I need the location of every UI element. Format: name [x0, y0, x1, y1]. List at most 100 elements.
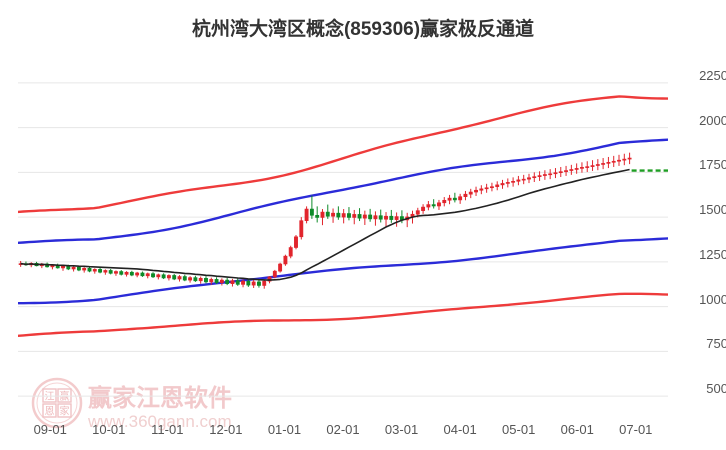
candlestick [272, 269, 277, 279]
candlestick [145, 272, 150, 279]
candlestick [405, 212, 410, 228]
candlestick [320, 209, 325, 226]
candlestick [437, 199, 441, 210]
x-axis-tick-label: 09-01 [33, 422, 67, 437]
page-title: 杭州湾大湾区概念(859306)赢家极反通道 [191, 19, 535, 40]
y-axis-tick-label: 2250 [699, 67, 726, 83]
y-axis-tick-label: 1750 [699, 157, 726, 173]
candlestick [601, 158, 606, 170]
candlestick [98, 267, 103, 274]
candlestick [564, 165, 569, 176]
candlestick [357, 208, 362, 222]
candlestick [71, 266, 76, 272]
candlestick [532, 172, 537, 183]
candlestick [622, 153, 627, 166]
x-axis-tick-label: 12-01 [209, 422, 243, 437]
candlestick [384, 212, 388, 227]
candlestick [553, 168, 558, 179]
candlestick [92, 268, 97, 274]
y-axis-tick-label: 500 [706, 381, 726, 397]
price-chart-plot [18, 82, 668, 397]
candlestick [294, 235, 298, 250]
candlestick [521, 174, 526, 185]
x-axis-tick-label: 10-01 [92, 422, 126, 437]
candlestick [193, 275, 198, 282]
candlestick [309, 195, 314, 219]
candlestick [378, 209, 383, 223]
candlestick [368, 208, 373, 222]
candlestick [495, 181, 500, 191]
band-upper-inner [18, 138, 668, 244]
midline-moving-average [20, 168, 630, 281]
candlestick [595, 159, 600, 171]
candlestick [114, 270, 118, 276]
band-upper-outer [18, 95, 668, 214]
y-axis-tick-label: 1000 [699, 291, 726, 307]
candlestick [373, 211, 378, 226]
candlestick [500, 179, 505, 189]
x-axis-tick-label: 06-01 [560, 422, 594, 437]
candlestick [574, 163, 579, 174]
candlestick [124, 271, 129, 277]
candlestick [447, 194, 452, 205]
candlestick [209, 277, 214, 285]
candlestick [463, 190, 468, 201]
candlestick [87, 266, 92, 273]
candlestick [325, 204, 330, 219]
candlestick [331, 208, 336, 223]
y-axis-tick-label: 750 [706, 336, 726, 352]
candlestick [177, 275, 182, 282]
candlestick [204, 276, 208, 284]
x-axis-tick-label: 05-01 [502, 422, 536, 437]
candlestick [341, 209, 346, 224]
candlestick [527, 173, 531, 184]
candlestick [352, 209, 357, 225]
candlestick [225, 277, 230, 286]
candlestick [262, 280, 267, 289]
candlestick [108, 269, 113, 275]
candlestick [283, 254, 288, 266]
candlestick [548, 169, 553, 180]
candlestick [611, 155, 616, 167]
candlestick [251, 279, 256, 288]
candlestick [230, 278, 235, 287]
candlestick [336, 206, 341, 220]
candlestick [431, 199, 436, 209]
x-axis-tick-label: 11-01 [151, 422, 184, 437]
candlestick [278, 262, 283, 273]
candlestick [394, 212, 399, 227]
candlestick [82, 267, 87, 273]
candlestick [140, 271, 145, 277]
x-axis-tick-label: 01-01 [267, 422, 302, 437]
candlestick [452, 192, 457, 203]
candlestick [511, 177, 516, 187]
candlestick [188, 276, 193, 283]
candlestick [246, 278, 251, 287]
candlestick [119, 270, 124, 276]
candlestick [421, 204, 426, 214]
candlestick [135, 271, 140, 278]
candlestick [484, 183, 489, 193]
candlestick [129, 270, 134, 277]
candlestick [347, 207, 351, 221]
candlestick [606, 156, 611, 169]
candlestick [442, 197, 447, 207]
candlestick [214, 277, 219, 285]
band-lower-inner [18, 237, 668, 305]
candlestick [426, 200, 431, 211]
candlestick [161, 273, 166, 280]
x-axis-tick-label: 02-01 [326, 422, 360, 437]
candlestick [537, 171, 542, 181]
candlestick [585, 161, 590, 172]
x-axis-tick-label: 03-01 [384, 422, 419, 437]
y-axis-tick-label: 1250 [699, 246, 726, 262]
candlestick [304, 206, 309, 224]
x-axis-tick-label: 07-01 [619, 422, 653, 437]
candlestick [542, 170, 547, 180]
candlestick [468, 188, 473, 199]
candlestick [166, 274, 171, 281]
candlestick [198, 276, 203, 284]
candlestick [362, 210, 367, 225]
y-axis-tick-label: 1500 [699, 202, 726, 218]
